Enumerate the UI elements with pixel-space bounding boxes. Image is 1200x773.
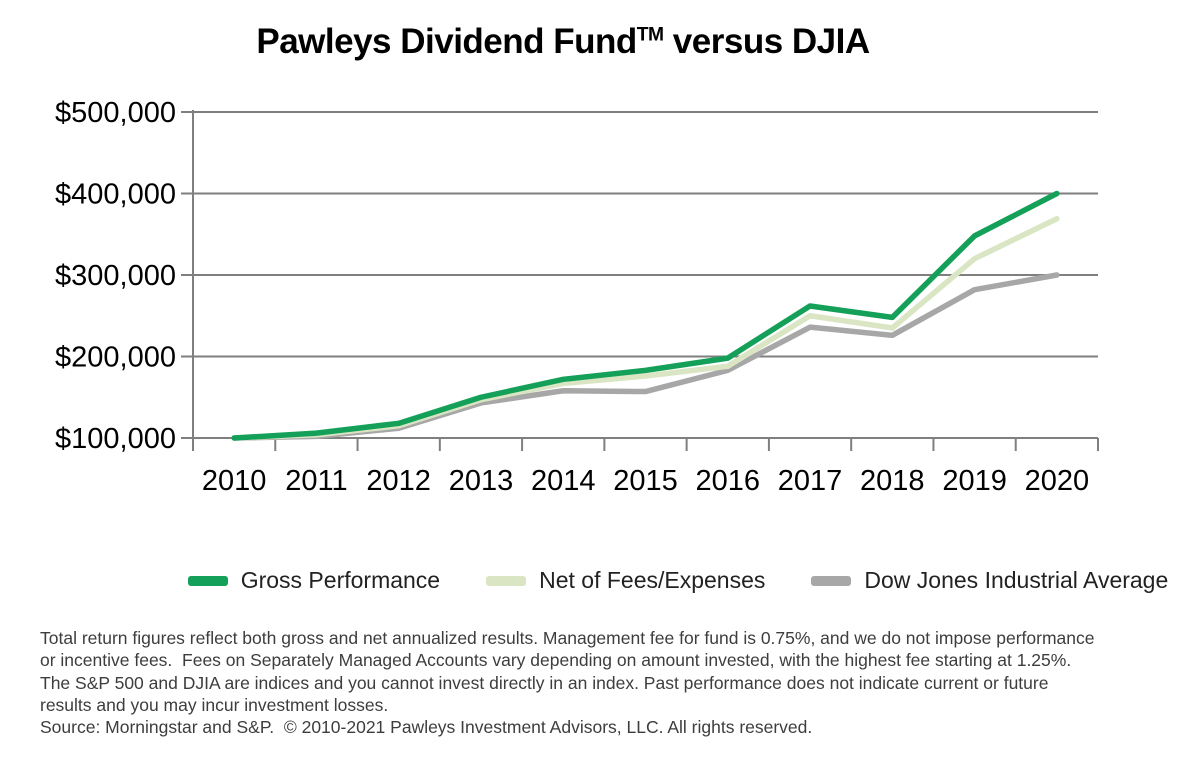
net-of-fees-swatch-icon [486, 575, 527, 586]
x-axis-label: 2019 [942, 465, 1007, 497]
y-axis-label: $100,000 [55, 423, 176, 455]
legend-item-gross-performance: Gross Performance [187, 567, 441, 594]
gross-performance-swatch-icon [187, 575, 228, 586]
chart-title: Pawleys Dividend FundTM versus DJIA [0, 22, 1163, 62]
x-axis-label: 2015 [613, 465, 678, 497]
x-axis-label: 2011 [285, 465, 347, 497]
footnote-line: results and you may incur investment los… [40, 694, 389, 715]
legend-item-net-of-fees: Net of Fees/Expenses [486, 567, 765, 594]
disclosure-text: Total return figures reflect both gross … [40, 627, 1190, 738]
x-axis-label: 2010 [202, 465, 267, 497]
legend-label: Gross Performance [240, 567, 441, 593]
legend-label: Dow Jones Industrial Average [864, 567, 1169, 593]
x-axis-label: 2014 [531, 465, 596, 497]
x-axis-label: 2017 [778, 465, 843, 497]
source-line: Source: Morningstar and S&P. © 2010-2021… [40, 717, 813, 738]
legend-item-djia: Dow Jones Industrial Average [811, 567, 1168, 594]
footnote-line: or incentive fees. Fees on Separately Ma… [40, 650, 1072, 671]
legend-label: Net of Fees/Expenses [539, 567, 766, 593]
djia-swatch-icon [811, 575, 852, 586]
x-axis-label: 2018 [860, 465, 925, 497]
x-axis-label: 2013 [449, 465, 514, 497]
trademark-superscript: TM [636, 24, 664, 46]
x-axis-label: 2020 [1025, 465, 1090, 497]
chart-legend: Gross Performance Net of Fees/Expenses D… [78, 567, 1200, 594]
y-axis-label: $400,000 [55, 179, 176, 211]
series-line-net-of-fees-expenses [231, 216, 1060, 441]
chart-title-text: Pawleys Dividend Fund [256, 22, 637, 61]
y-axis-label: $300,000 [55, 260, 176, 292]
line-chart: $100,000 $200,000 $300,000 $400,000 $500,000… [55, 97, 1099, 497]
x-axis-label: 2012 [366, 465, 431, 497]
footnote-line: The S&P 500 and DJIA are indices and you… [40, 672, 1049, 693]
y-axis-label: $200,000 [55, 342, 176, 374]
x-axis-label: 2016 [696, 465, 761, 497]
footnote-line: Total return figures reflect both gross … [40, 628, 1095, 648]
chart-title-suffix: versus DJIA [663, 22, 870, 61]
y-axis-label: $500,000 [55, 97, 176, 129]
series-line-gross-performance [231, 190, 1060, 441]
